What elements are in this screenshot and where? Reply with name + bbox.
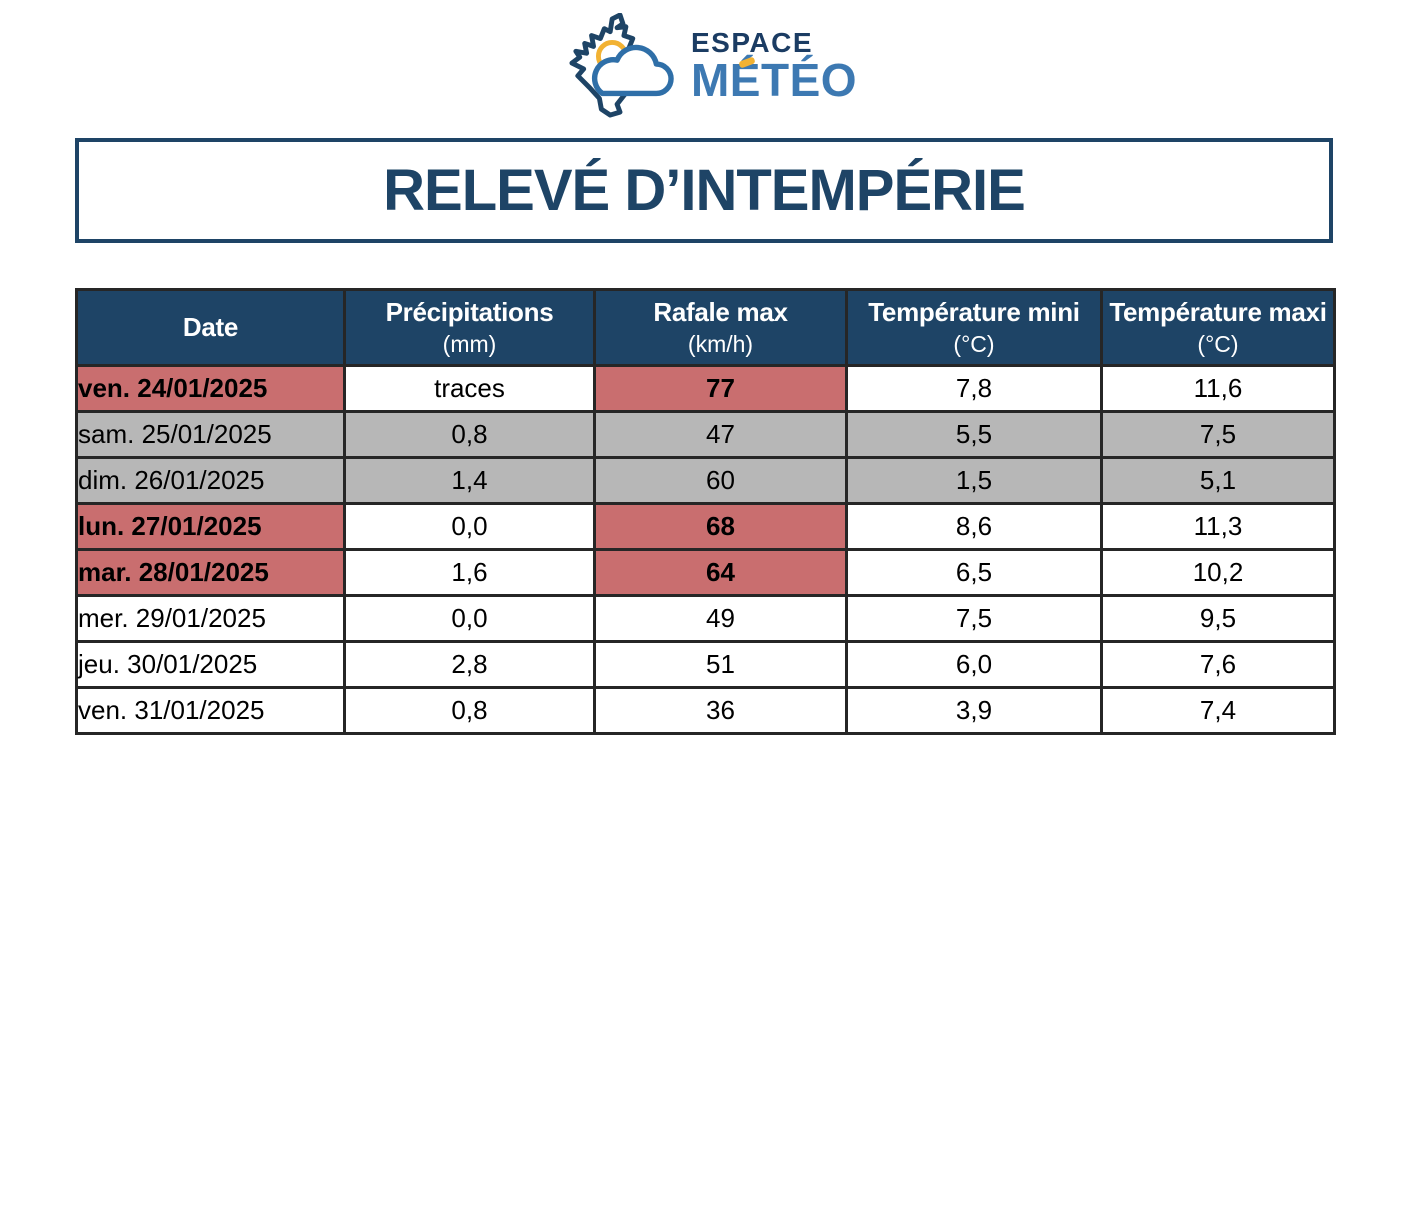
temp-max-cell: 10,2 (1100, 548, 1336, 597)
temp-min-cell: 8,6 (845, 502, 1103, 551)
col-header-unit: (mm) (442, 331, 497, 357)
temp-max-cell: 7,6 (1100, 640, 1336, 689)
logo-text-espace: ESPACE (690, 26, 814, 58)
col-header-temperature-maxi: Température maxi (°C) (1100, 288, 1336, 367)
table-header: Date Précipitations (mm) Rafale max (km/… (75, 288, 1336, 367)
precipitation-cell: 1,6 (343, 548, 596, 597)
header-row: Date Précipitations (mm) Rafale max (km/… (75, 288, 1336, 367)
date-cell: mar. 28/01/2025 (75, 548, 346, 597)
precipitation-cell: 0,0 (343, 594, 596, 643)
date-cell: ven. 31/01/2025 (75, 686, 346, 735)
espace-meteo-logo-icon (569, 13, 674, 118)
gust-cell: 68 (593, 502, 848, 551)
france-map-icon (569, 13, 639, 118)
precipitation-cell: 1,4 (343, 456, 596, 505)
report-title: RELEVÉ D’INTEMPÉRIE (383, 158, 1026, 223)
logo-text-meteo: MÉTÉO (690, 54, 858, 107)
temp-max-cell: 5,1 (1100, 456, 1336, 505)
date-cell: dim. 26/01/2025 (75, 456, 346, 505)
date-cell: sam. 25/01/2025 (75, 410, 346, 459)
temp-min-cell: 5,5 (845, 410, 1103, 459)
col-header-date: Date (75, 288, 346, 367)
col-header-label: Date (182, 312, 239, 342)
temp-min-cell: 7,8 (845, 364, 1103, 413)
temp-min-cell: 6,5 (845, 548, 1103, 597)
gust-cell: 51 (593, 640, 848, 689)
table-row: sam. 25/01/2025 0,8 47 5,5 7,5 (75, 410, 1336, 459)
temp-min-cell: 6,0 (845, 640, 1103, 689)
logo: ESPACE MÉTÉO (0, 0, 1418, 118)
temp-max-cell: 7,4 (1100, 686, 1336, 735)
table-row: ven. 24/01/2025 traces 77 7,8 11,6 (75, 364, 1336, 413)
temp-max-cell: 11,6 (1100, 364, 1336, 413)
date-cell: ven. 24/01/2025 (75, 364, 346, 413)
temp-min-cell: 7,5 (845, 594, 1103, 643)
precipitation-cell: 0,0 (343, 502, 596, 551)
table-row: jeu. 30/01/2025 2,8 51 6,0 7,6 (75, 640, 1336, 689)
gust-cell: 64 (593, 548, 848, 597)
table-row: mer. 29/01/2025 0,0 49 7,5 9,5 (75, 594, 1336, 643)
gust-cell: 49 (593, 594, 848, 643)
temp-max-cell: 11,3 (1100, 502, 1336, 551)
gust-cell: 77 (593, 364, 848, 413)
cloud-icon (591, 44, 674, 97)
precipitation-cell: 0,8 (343, 410, 596, 459)
col-header-unit: (°C) (1197, 331, 1239, 357)
logo-text-meteo-label: MÉTÉO (690, 54, 858, 107)
precipitation-cell: traces (343, 364, 596, 413)
date-cell: mer. 29/01/2025 (75, 594, 346, 643)
temp-max-cell: 9,5 (1100, 594, 1336, 643)
gust-cell: 60 (593, 456, 848, 505)
col-header-temperature-mini: Température mini (°C) (845, 288, 1103, 367)
col-header-label: Température maxi (1109, 297, 1327, 327)
col-header-unit: (°C) (953, 331, 995, 357)
col-header-label: Température mini (868, 297, 1080, 327)
col-header-label: Rafale max (653, 297, 788, 327)
table-body: ven. 24/01/2025 traces 77 7,8 11,6 sam. … (75, 364, 1336, 735)
gust-cell: 36 (593, 686, 848, 735)
table-row: dim. 26/01/2025 1,4 60 1,5 5,1 (75, 456, 1336, 505)
logo-text: ESPACE MÉTÉO (690, 26, 858, 107)
weather-table: Date Précipitations (mm) Rafale max (km/… (75, 288, 1336, 735)
table-row: ven. 31/01/2025 0,8 36 3,9 7,4 (75, 686, 1336, 735)
col-header-label: Précipitations (385, 297, 554, 327)
table-row: mar. 28/01/2025 1,6 64 6,5 10,2 (75, 548, 1336, 597)
col-header-unit: (km/h) (687, 331, 754, 357)
date-cell: lun. 27/01/2025 (75, 502, 346, 551)
col-header-rafale-max: Rafale max (km/h) (593, 288, 848, 367)
temp-min-cell: 3,9 (845, 686, 1103, 735)
precipitation-cell: 0,8 (343, 686, 596, 735)
precipitation-cell: 2,8 (343, 640, 596, 689)
col-header-precipitations: Précipitations (mm) (343, 288, 596, 367)
report-title-box: RELEVÉ D’INTEMPÉRIE (75, 138, 1333, 243)
temp-max-cell: 7,5 (1100, 410, 1336, 459)
date-cell: jeu. 30/01/2025 (75, 640, 346, 689)
table-row: lun. 27/01/2025 0,0 68 8,6 11,3 (75, 502, 1336, 551)
temp-min-cell: 1,5 (845, 456, 1103, 505)
gust-cell: 47 (593, 410, 848, 459)
